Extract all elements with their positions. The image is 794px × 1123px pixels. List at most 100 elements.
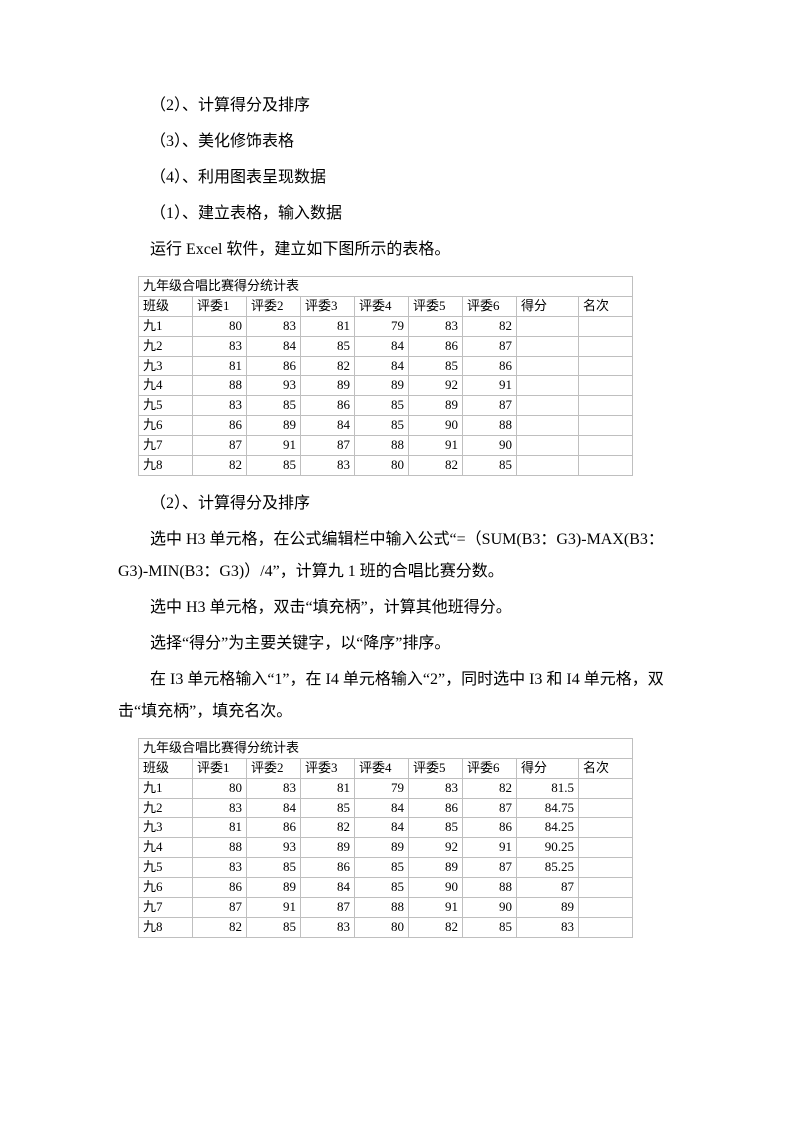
cell-value: 89 [301,376,355,396]
cell-value: 85 [301,336,355,356]
para-formula: 选中 H3 单元格，在公式编辑栏中输入公式“=（SUM(B3：G3)-MAX(B… [118,524,676,588]
column-header: 评委6 [463,758,517,778]
cell-value: 79 [355,316,409,336]
cell-value [517,316,579,336]
cell-value: 85 [301,798,355,818]
cell-value: 86 [301,396,355,416]
cell-value: 82 [409,917,463,937]
column-header: 评委3 [301,296,355,316]
cell-value: 86 [247,818,301,838]
cell-value [579,818,633,838]
cell-value: 85 [355,416,409,436]
cell-value: 82 [301,818,355,838]
cell-value: 85 [247,396,301,416]
cell-value: 88 [193,838,247,858]
cell-value: 93 [247,376,301,396]
table-row: 九180838179838281.5 [139,778,633,798]
table-row: 九787918788919089 [139,898,633,918]
para-step2b: （2）、计算得分及排序 [118,488,676,520]
cell-value [579,396,633,416]
cell-value: 91 [409,436,463,456]
column-header: 评委6 [463,296,517,316]
cell-value: 83 [193,336,247,356]
cell-value: 84 [355,798,409,818]
row-label: 九6 [139,878,193,898]
cell-value: 85 [247,858,301,878]
column-header: 评委3 [301,758,355,778]
cell-value: 88 [355,436,409,456]
para-runexcel: 运行 Excel 软件，建立如下图所示的表格。 [118,234,676,266]
cell-value: 83 [517,917,579,937]
table1-wrap: 九年级合唱比赛得分统计表班级评委1评委2评委3评委4评委5评委6得分名次九180… [138,276,676,476]
para-sort: 选择“得分”为主要关键字，以“降序”排序。 [118,628,676,660]
cell-value: 90 [463,898,517,918]
cell-value: 89 [409,858,463,878]
cell-value [579,778,633,798]
column-header: 班级 [139,758,193,778]
para-step2a: （2）、计算得分及排序 [118,90,676,122]
row-label: 九3 [139,356,193,376]
cell-value: 81.5 [517,778,579,798]
column-header: 评委2 [247,296,301,316]
cell-value: 89 [247,878,301,898]
row-label: 九4 [139,376,193,396]
table-title: 九年级合唱比赛得分统计表 [139,277,633,297]
row-label: 九7 [139,436,193,456]
cell-value: 81 [193,818,247,838]
table-row: 九3818682848586 [139,356,633,376]
cell-value: 87 [463,798,517,818]
column-header: 评委5 [409,758,463,778]
page-container: （2）、计算得分及排序 （3）、美化修饰表格 （4）、利用图表呈现数据 （1）、… [0,0,794,1010]
cell-value [579,356,633,376]
cell-value: 86 [247,356,301,376]
column-header: 评委4 [355,296,409,316]
column-header: 得分 [517,296,579,316]
cell-value: 91 [247,436,301,456]
cell-value: 84.25 [517,818,579,838]
cell-value: 88 [193,376,247,396]
cell-value: 87 [301,898,355,918]
para-step4: （4）、利用图表呈现数据 [118,162,676,194]
cell-value: 87 [193,436,247,456]
column-header: 名次 [579,758,633,778]
row-label: 九4 [139,838,193,858]
row-label: 九7 [139,898,193,918]
cell-value [579,336,633,356]
cell-value: 87 [193,898,247,918]
row-label: 九2 [139,798,193,818]
cell-value: 87 [517,878,579,898]
cell-value: 90 [409,878,463,898]
cell-value: 84 [355,356,409,376]
cell-value: 83 [301,456,355,476]
table-row: 九2838485848687 [139,336,633,356]
table-row: 九488938989929190.25 [139,838,633,858]
row-label: 九1 [139,778,193,798]
table-row: 九4889389899291 [139,376,633,396]
column-header: 评委5 [409,296,463,316]
cell-value: 87 [301,436,355,456]
cell-value: 83 [193,396,247,416]
cell-value: 80 [355,456,409,476]
cell-value: 79 [355,778,409,798]
cell-value: 85.25 [517,858,579,878]
cell-value: 86 [409,798,463,818]
cell-value: 82 [193,917,247,937]
cell-value: 88 [463,416,517,436]
row-label: 九6 [139,416,193,436]
cell-value: 91 [463,376,517,396]
cell-value: 85 [463,917,517,937]
cell-value: 82 [409,456,463,476]
cell-value: 92 [409,838,463,858]
cell-value [517,456,579,476]
cell-value: 86 [301,858,355,878]
cell-value: 82 [301,356,355,376]
para-step1: （1）、建立表格，输入数据 [118,198,676,230]
cell-value: 88 [463,878,517,898]
cell-value: 85 [409,356,463,376]
cell-value [517,416,579,436]
table-row: 九283848584868784.75 [139,798,633,818]
cell-value: 83 [301,917,355,937]
table-row: 九7879187889190 [139,436,633,456]
column-header: 名次 [579,296,633,316]
cell-value: 86 [463,356,517,376]
